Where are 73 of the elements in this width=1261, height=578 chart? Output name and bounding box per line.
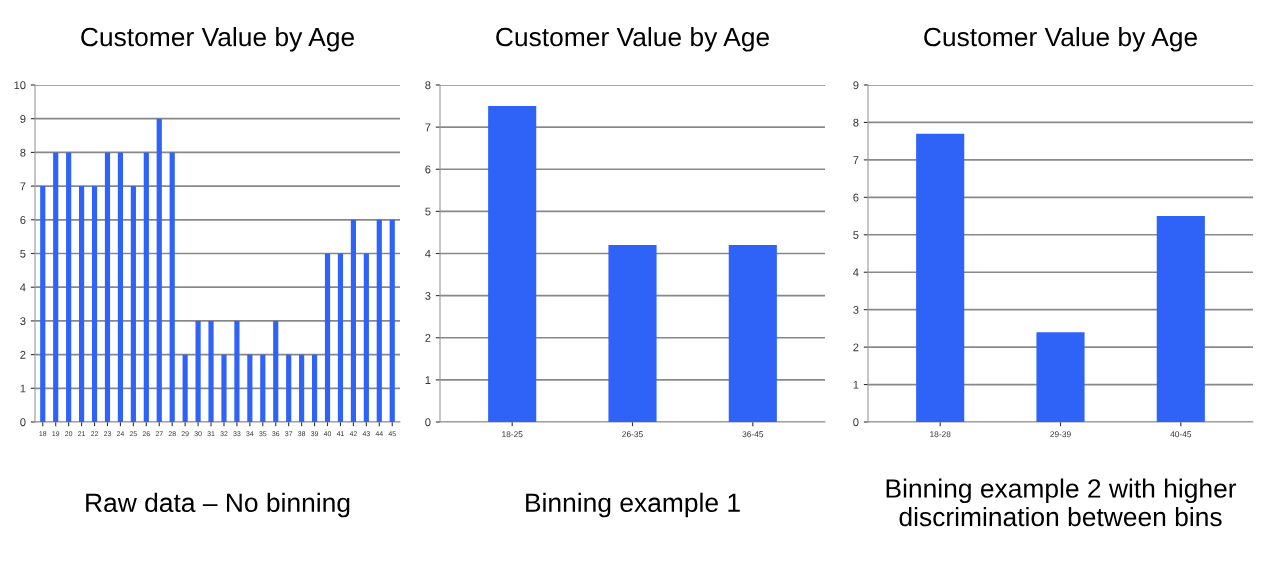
bar (91, 186, 98, 422)
bar (324, 253, 331, 422)
y-tick-label: 6 (20, 216, 26, 224)
y-tick-label: 10 (14, 81, 26, 90)
bar (389, 219, 395, 422)
bar (221, 354, 227, 422)
y-tick-label: 7 (20, 182, 26, 191)
bar (286, 354, 292, 422)
bar (40, 186, 46, 422)
bar (143, 152, 149, 422)
bar (363, 253, 369, 422)
chart-title: Customer Value by Age (81, 26, 354, 52)
y-tick-label: 8 (425, 81, 431, 90)
y-tick-label: 0 (425, 418, 431, 427)
chart-title: Customer Value by Age (924, 26, 1197, 52)
bar (195, 320, 201, 422)
y-tick-label: 3 (853, 305, 859, 314)
bar (66, 152, 72, 422)
y-tick-label: 1 (425, 376, 431, 384)
y-tick-label: 5 (425, 207, 431, 216)
y-tick-label: 0 (853, 418, 859, 427)
text: Binning example 1 (526, 492, 740, 518)
bar (234, 320, 240, 422)
y-tick-label: 1 (20, 384, 26, 393)
bar (104, 152, 111, 422)
text: Raw data – No binning (86, 492, 350, 518)
bar (260, 354, 266, 422)
bar (350, 219, 356, 422)
bar (156, 118, 162, 422)
y-tick-label: 6 (425, 165, 431, 174)
y-tick-label: 8 (853, 118, 859, 127)
y-tick-label: 5 (853, 231, 859, 239)
bar (169, 152, 175, 422)
y-tick-label: 7 (425, 123, 431, 132)
x-tick-label: 18-25 (502, 431, 523, 438)
x-tick-label: 26-35 (622, 431, 643, 438)
y-tick-label: 6 (853, 193, 859, 202)
x-tick-label: 29-39 (1050, 431, 1071, 438)
y-tick-label: 3 (20, 317, 26, 326)
bar (273, 320, 279, 422)
x-tick-label: 36-45 (742, 431, 764, 438)
bar (182, 354, 188, 422)
bar (916, 133, 965, 422)
bar (53, 152, 59, 422)
y-tick-label: 2 (853, 343, 859, 352)
y-tick-label: 7 (853, 156, 859, 164)
bar (247, 354, 253, 422)
chart-title: Customer Value by Age (496, 26, 769, 52)
bar (299, 354, 305, 422)
y-tick-label: 5 (20, 249, 26, 258)
bar (208, 320, 214, 422)
x-tick-label: 40-45 (1170, 431, 1192, 438)
y-tick-label: 4 (853, 268, 859, 277)
y-tick-label: 3 (425, 291, 431, 300)
y-tick-label: 1 (853, 380, 859, 389)
bar (311, 354, 318, 422)
y-tick-label: 4 (20, 283, 26, 292)
y-tick-label: 0 (20, 418, 26, 427)
bar (117, 152, 124, 422)
bar (376, 219, 382, 422)
bar (337, 253, 344, 422)
y-tick-label: 8 (20, 148, 26, 157)
bar (1036, 332, 1085, 422)
x-tick-label: 18-28 (930, 431, 951, 438)
y-tick-label: 9 (20, 114, 26, 123)
text: Binning example 2 with higher discrimination between bins (886, 478, 1237, 527)
bar (1156, 216, 1205, 422)
bar (130, 186, 136, 422)
y-tick-label: 4 (425, 249, 431, 258)
bar (79, 186, 85, 422)
y-tick-label: 9 (853, 81, 859, 90)
y-tick-label: 2 (20, 350, 26, 359)
y-tick-label: 2 (425, 334, 431, 342)
